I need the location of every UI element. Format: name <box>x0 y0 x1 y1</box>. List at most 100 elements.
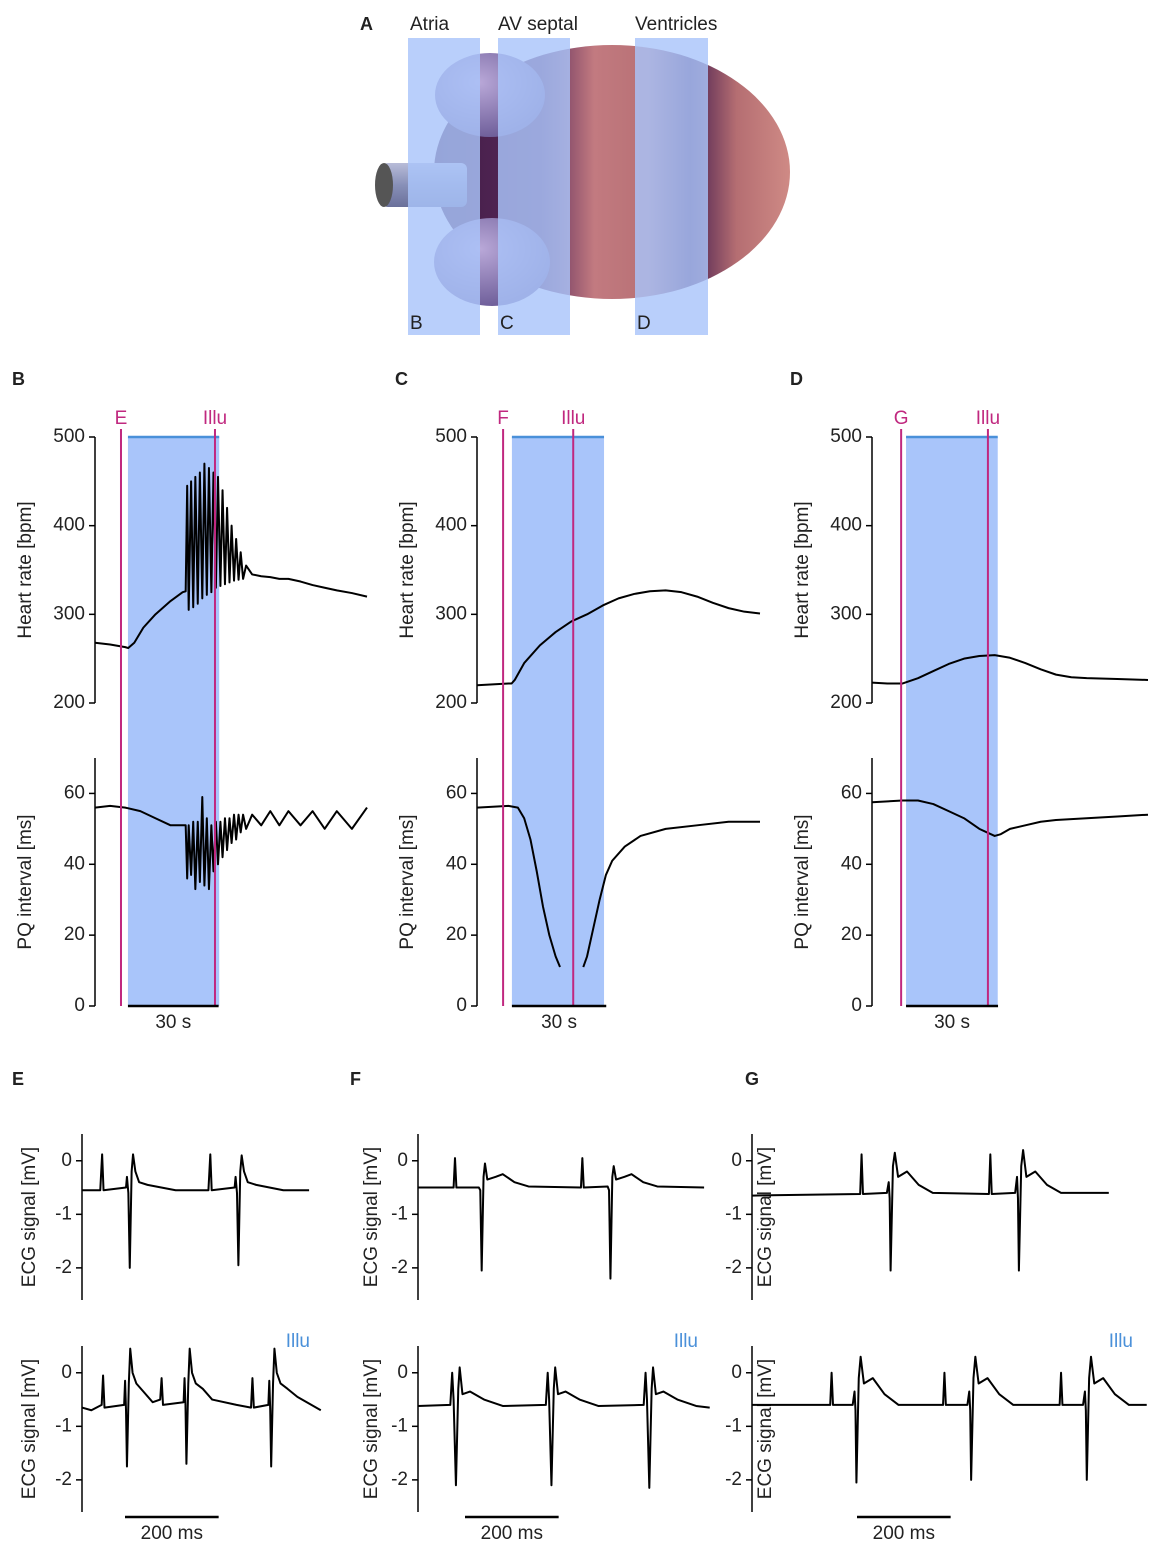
trace <box>418 1157 705 1280</box>
y-tick-label: 0 <box>731 1150 742 1171</box>
y-tick-label: -1 <box>55 1415 72 1436</box>
panel-label: C <box>395 369 408 389</box>
y-tick-label: 0 <box>74 995 85 1016</box>
event-marker-label: Illu <box>976 408 1000 429</box>
y-tick-label: 20 <box>841 924 862 945</box>
y-axis-label: Heart rate [bpm] <box>15 501 36 638</box>
panel-label: E <box>12 1069 24 1089</box>
y-tick-label: 400 <box>830 515 862 536</box>
region-band <box>498 38 570 335</box>
y-tick-label: 0 <box>456 995 467 1016</box>
event-marker-label: G <box>894 408 909 429</box>
y-tick-label: 0 <box>851 995 862 1016</box>
y-tick-label: 200 <box>830 692 862 713</box>
annotation: Illu <box>1109 1331 1133 1352</box>
trace <box>81 1347 322 1468</box>
y-axis-label: ECG signal [mV] <box>755 1147 776 1287</box>
y-axis-label: ECG signal [mV] <box>755 1359 776 1499</box>
region-tag: C <box>500 313 514 334</box>
y-axis-label: ECG signal [mV] <box>19 1147 40 1287</box>
y-axis-label: ECG signal [mV] <box>19 1359 40 1499</box>
y-tick-label: 500 <box>830 426 862 447</box>
annotation: Illu <box>286 1331 310 1352</box>
y-tick-label: 0 <box>61 1150 72 1171</box>
trace <box>476 589 761 687</box>
y-axis-label: Heart rate [bpm] <box>792 501 813 638</box>
scale-bar-label: 30 s <box>934 1012 970 1033</box>
y-tick-label: -2 <box>725 1257 742 1278</box>
y-tick-label: -2 <box>725 1469 742 1490</box>
y-tick-label: -1 <box>391 1415 408 1436</box>
y-tick-label: 20 <box>446 924 467 945</box>
trace <box>871 799 1149 837</box>
stimulation-span <box>511 758 605 1006</box>
y-tick-label: 60 <box>446 782 467 803</box>
y-tick-label: 60 <box>841 782 862 803</box>
trace <box>751 1149 1109 1272</box>
y-tick-label: 300 <box>53 603 85 624</box>
heart-diagram: A Atria AV septal Ventricles B C D <box>360 14 790 335</box>
y-tick-label: 40 <box>64 853 85 874</box>
region-tag: D <box>637 313 651 334</box>
y-tick-label: 0 <box>61 1362 72 1383</box>
panel-label: F <box>350 1069 361 1089</box>
y-tick-label: 60 <box>64 782 85 803</box>
scale-bar-label: 30 s <box>155 1012 191 1033</box>
event-marker-label: F <box>497 408 509 429</box>
y-tick-label: 40 <box>841 853 862 874</box>
event-marker-label: Illu <box>203 408 227 429</box>
stimulation-span <box>906 437 998 758</box>
y-tick-label: -1 <box>725 1415 742 1436</box>
trace <box>94 462 368 650</box>
y-tick-label: 200 <box>53 692 85 713</box>
region-title: Ventricles <box>635 14 717 35</box>
scale-bar-label: 200 ms <box>481 1523 543 1542</box>
scale-bar-label: 200 ms <box>141 1523 203 1542</box>
y-tick-label: 500 <box>53 426 85 447</box>
y-axis-label: PQ interval [ms] <box>15 814 36 949</box>
y-tick-label: -2 <box>391 1469 408 1490</box>
trace <box>476 804 760 968</box>
stimulation-span <box>511 437 605 758</box>
y-tick-label: 0 <box>731 1362 742 1383</box>
panel-label: B <box>12 369 25 389</box>
scale-bar-label: 30 s <box>541 1012 577 1033</box>
y-tick-label: -2 <box>55 1469 72 1490</box>
trace <box>82 1153 310 1269</box>
y-tick-label: 300 <box>435 603 467 624</box>
y-tick-label: -1 <box>391 1203 408 1224</box>
y-axis-label: ECG signal [mV] <box>361 1359 382 1499</box>
event-marker-label: E <box>115 408 128 429</box>
y-axis-label: PQ interval [ms] <box>397 814 418 949</box>
y-tick-label: 300 <box>830 603 862 624</box>
trace <box>417 1366 710 1489</box>
y-tick-label: 20 <box>64 924 85 945</box>
y-tick-label: 0 <box>397 1150 408 1171</box>
region-tag: B <box>410 313 423 334</box>
y-tick-label: 0 <box>397 1362 408 1383</box>
scale-bar-label: 200 ms <box>873 1523 935 1542</box>
trace <box>94 795 368 891</box>
y-tick-label: -1 <box>55 1203 72 1224</box>
y-tick-label: 400 <box>53 515 85 536</box>
panel-label: A <box>360 14 373 34</box>
panel-label: G <box>745 1069 759 1089</box>
y-tick-label: -2 <box>391 1257 408 1278</box>
cannula-end <box>375 163 393 207</box>
region-band <box>408 38 480 335</box>
trace <box>871 654 1149 685</box>
y-tick-label: 40 <box>446 853 467 874</box>
y-axis-label: ECG signal [mV] <box>361 1147 382 1287</box>
y-axis-label: Heart rate [bpm] <box>397 501 418 638</box>
region-band <box>635 38 708 335</box>
y-tick-label: 200 <box>435 692 467 713</box>
panel-label: D <box>790 369 803 389</box>
stimulation-span <box>906 758 998 1006</box>
trace <box>752 1355 1147 1484</box>
y-tick-label: 500 <box>435 426 467 447</box>
y-tick-label: -2 <box>55 1257 72 1278</box>
y-axis-label: PQ interval [ms] <box>792 814 813 949</box>
region-title: Atria <box>410 14 450 35</box>
